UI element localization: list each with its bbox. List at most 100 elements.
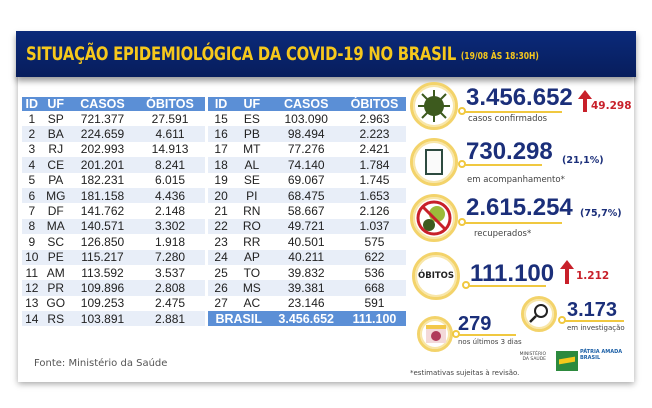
table-cell: 68.475 <box>269 187 343 204</box>
table-cell: 591 <box>364 296 385 311</box>
table-row: 21 RN 58.667 2.126 <box>208 203 406 218</box>
column-header: UF <box>234 97 270 111</box>
table-row: 25 TO 39.832 536 <box>208 265 406 280</box>
arrow-up-icon <box>560 260 574 269</box>
arrow-up-icon <box>578 90 592 99</box>
table-cell: 141.762 <box>80 204 125 219</box>
clipboard-icon <box>410 138 458 186</box>
table-cell: PB <box>234 126 270 142</box>
table-cell: AM <box>46 265 65 280</box>
table-row: 5 PA 182.231 6.015 <box>22 173 205 188</box>
monitoring-label: em acompanhamento* <box>467 175 565 185</box>
table-cell: MG <box>41 187 70 204</box>
table-cell: 103.891 <box>69 311 136 327</box>
table-cell: PR <box>41 280 70 296</box>
table-cell: RS <box>41 311 70 327</box>
table-cell: MT <box>243 142 261 157</box>
table-row: 27 AC 23.146 591 <box>208 296 406 311</box>
table-cell: 15 <box>214 111 228 126</box>
table-row: 16 PB 98.494 2.223 <box>208 126 406 142</box>
table-cell: 7 <box>28 204 36 219</box>
table-row: 17 MT 77.276 2.421 <box>208 142 406 157</box>
table-cell: SP <box>47 111 64 126</box>
table-cell: 40.211 <box>269 249 343 265</box>
table-cell: 27.591 <box>151 111 189 126</box>
table-cell: 2.223 <box>342 126 406 142</box>
table-cell: 58.667 <box>287 204 325 219</box>
table-cell: 6.015 <box>155 173 186 188</box>
deaths-badge: ÓBITOS <box>412 252 460 300</box>
table-cell: 69.067 <box>287 173 325 188</box>
table-cell: 27 <box>214 296 228 311</box>
column-header: ID <box>22 97 42 111</box>
table-cell: 17 <box>214 142 228 157</box>
magnifier-icon <box>521 296 557 332</box>
deaths-delta: 1.212 <box>576 270 610 282</box>
table-cell: RR <box>243 234 261 249</box>
table-row: 13 GO 109.253 2.475 <box>22 296 205 311</box>
table-row: 12 PR 109.896 2.808 <box>22 280 205 296</box>
table-cell: 25 <box>214 265 228 280</box>
table-cell: 3.302 <box>135 218 205 235</box>
column-header: ÓBITOS <box>135 97 205 111</box>
calendar-icon <box>417 316 453 352</box>
confirmed-cases-value: 3.456.652 <box>466 84 573 111</box>
table-cell: SE <box>243 173 260 188</box>
table-row: 1 SP 721.377 27.591 <box>22 111 205 126</box>
table-cell: TO <box>243 265 261 280</box>
table-cell: 2.881 <box>135 311 205 327</box>
column-header: UF <box>41 97 70 111</box>
table-cell: 5 <box>28 173 36 188</box>
monitoring-pct: (21,1%) <box>562 155 604 166</box>
table-cell: SC <box>47 234 65 249</box>
table-cell: 19 <box>214 173 228 188</box>
page-title: SITUAÇÃO EPIDEMIOLÓGICA DA COVID-19 NO B… <box>26 43 457 65</box>
table-cell: 14 <box>22 311 42 327</box>
table-cell: 536 <box>364 265 385 280</box>
table-cell: 20 <box>208 187 235 204</box>
table-cell: 4.611 <box>135 126 205 142</box>
table-row: 11 AM 113.592 3.537 <box>22 265 205 280</box>
table-row: 22 RO 49.721 1.037 <box>208 218 406 235</box>
table-row: 23 RR 40.501 575 <box>208 234 406 249</box>
table-cell: 109.896 <box>69 280 136 296</box>
table-cell: PA <box>48 173 64 188</box>
table-cell: 4 <box>22 157 42 173</box>
table-cell: 622 <box>342 249 406 265</box>
table-cell: 4.436 <box>135 187 205 204</box>
states-table-right: ID UF CASOS ÓBITOS 15 ES 103.090 2.963 16 PB 98.49… <box>208 97 406 327</box>
table-cell: 14.913 <box>151 142 189 157</box>
table-cell: 21 <box>214 204 228 219</box>
table-cell: 39.381 <box>269 280 343 296</box>
table-cell: 16 <box>208 126 235 142</box>
brazil-flag-logo <box>556 351 578 371</box>
total-row: BRASIL 3.456.652 111.100 <box>208 311 406 327</box>
table-row: 3 RJ 202.993 14.913 <box>22 142 205 157</box>
states-table-left: ID UF CASOS ÓBITOS 1 SP 721.377 27.591 2 BA 224.65… <box>22 97 205 327</box>
column-header: CASOS <box>69 97 136 111</box>
table-cell: GO <box>46 296 66 311</box>
column-header: ÓBITOS <box>342 97 406 111</box>
table-cell: 115.217 <box>69 249 136 265</box>
virus-icon <box>410 82 458 130</box>
table-cell: 126.850 <box>80 234 125 249</box>
table-cell: 8 <box>22 218 42 235</box>
table-cell: 12 <box>22 280 42 296</box>
table-cell: 24 <box>208 249 235 265</box>
table-cell: 201.201 <box>69 157 136 173</box>
table-cell: RO <box>234 218 270 235</box>
table-row: 4 CE 201.201 8.241 <box>22 157 205 173</box>
table-cell: 77.276 <box>287 142 325 157</box>
table-cell: 9 <box>28 234 36 249</box>
table-cell: 2.148 <box>155 204 186 219</box>
table-cell: 23 <box>214 234 228 249</box>
table-cell: 575 <box>364 234 385 249</box>
table-cell: 23.146 <box>287 296 325 311</box>
table-cell: 1 <box>28 111 36 126</box>
table-row: 6 MG 181.158 4.436 <box>22 187 205 204</box>
table-cell: 11 <box>25 265 39 280</box>
date-label: (19/08 ÀS 18:30H) <box>460 50 539 62</box>
table-cell: 22 <box>208 218 235 235</box>
table-row: 2 BA 224.659 4.611 <box>22 126 205 142</box>
investigation-value: 3.173 <box>567 299 618 321</box>
